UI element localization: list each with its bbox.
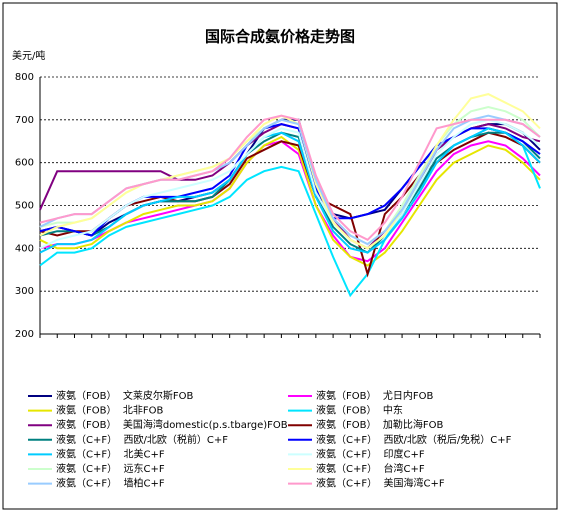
legend-label: 液氨（FOB） 尤日内FOB: [316, 389, 433, 402]
legend-label: 液氨（FOB） 加勒比海FOB: [316, 418, 443, 431]
legend-label: 液氨（FOB） 文莱皮尔斯FOB: [56, 389, 193, 402]
legend-label: 液氨（C+F） 台湾C+F: [316, 462, 425, 475]
y-tick-label: 700: [15, 115, 34, 126]
y-tick-label: 200: [15, 329, 34, 340]
legend-label: 液氨（FOB） 中东: [316, 404, 403, 417]
y-tick-label: 300: [15, 286, 34, 297]
legend-label: 液氨（C+F） 北美C+F: [56, 447, 165, 460]
legend-label: 液氨（C+F） 西欧/北欧（税前）C+F: [56, 433, 228, 446]
legend-label: 液氨（FOB） 北非FOB: [56, 404, 163, 417]
legend-label: 液氨（C+F） 西欧/北欧（税后/免税）C+F: [316, 433, 512, 446]
y-axis-label: 美元/吨: [12, 49, 45, 62]
series-line: [39, 114, 541, 242]
y-tick-label: 500: [15, 201, 34, 212]
legend-label: 液氨（C+F） 墙柏C+F: [56, 477, 165, 490]
y-tick-label: 800: [15, 72, 34, 83]
series-line: [39, 118, 541, 250]
legend-label: 液氨（FOB） 美国海湾domestic(p.s.tbarge)FOB: [56, 418, 288, 431]
legend-label: 液氨（C+F） 印度C+F: [316, 447, 425, 460]
y-tick-label: 600: [15, 158, 34, 169]
series-line: [39, 127, 541, 254]
chart-title: 国际合成氨价格走势图: [205, 28, 355, 46]
legend-label: 液氨（C+F） 美国海湾C+F: [316, 477, 445, 490]
y-tick-label: 400: [15, 243, 34, 254]
legend-label: 液氨（C+F） 远东C+F: [56, 462, 165, 475]
series-line: [39, 93, 541, 250]
